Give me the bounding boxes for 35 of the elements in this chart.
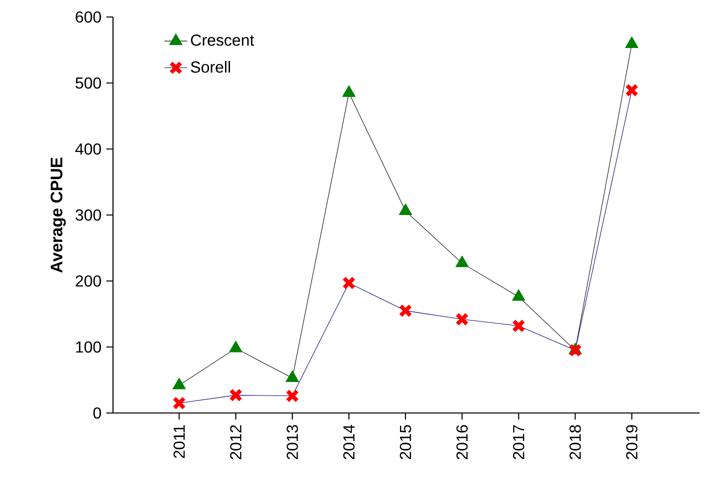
- y-tick-label: 100: [76, 341, 102, 353]
- point: [625, 36, 638, 48]
- x-tick-label: 2012: [230, 425, 242, 460]
- x-tick-label: 2017: [512, 425, 524, 460]
- point: [512, 319, 526, 333]
- point: [342, 85, 356, 97]
- point: [568, 344, 582, 358]
- y-tick-label: 0: [93, 407, 102, 419]
- x-tick-label: 2016: [456, 425, 468, 460]
- y-tick-label: 500: [76, 77, 102, 89]
- point: [286, 370, 299, 382]
- point: [229, 340, 242, 352]
- x-tick-label: 2014: [343, 424, 355, 460]
- legend-label: Crescent: [190, 34, 254, 46]
- point: [342, 276, 356, 290]
- y-tick-label: 200: [76, 275, 102, 287]
- point: [172, 396, 186, 410]
- point: [172, 378, 186, 390]
- y-tick-label: 300: [76, 209, 102, 221]
- point: [229, 388, 242, 402]
- point: [398, 304, 412, 318]
- point: [286, 389, 300, 403]
- point: [455, 256, 469, 268]
- x-tick-label: 2013: [286, 425, 298, 460]
- x-tick-label: 2019: [626, 425, 638, 460]
- y-axis-title: Average CPUE: [50, 158, 66, 273]
- point: [398, 203, 412, 215]
- point: [455, 312, 469, 326]
- point: [512, 289, 526, 301]
- y-tick-label: 600: [76, 11, 102, 23]
- x-tick-label: 2015: [400, 425, 412, 460]
- y-tick-label: 400: [75, 143, 102, 155]
- x-tick-label: 2018: [570, 425, 581, 460]
- x-tick-label: 2011: [174, 425, 185, 458]
- legend-label: Sorell: [190, 60, 230, 73]
